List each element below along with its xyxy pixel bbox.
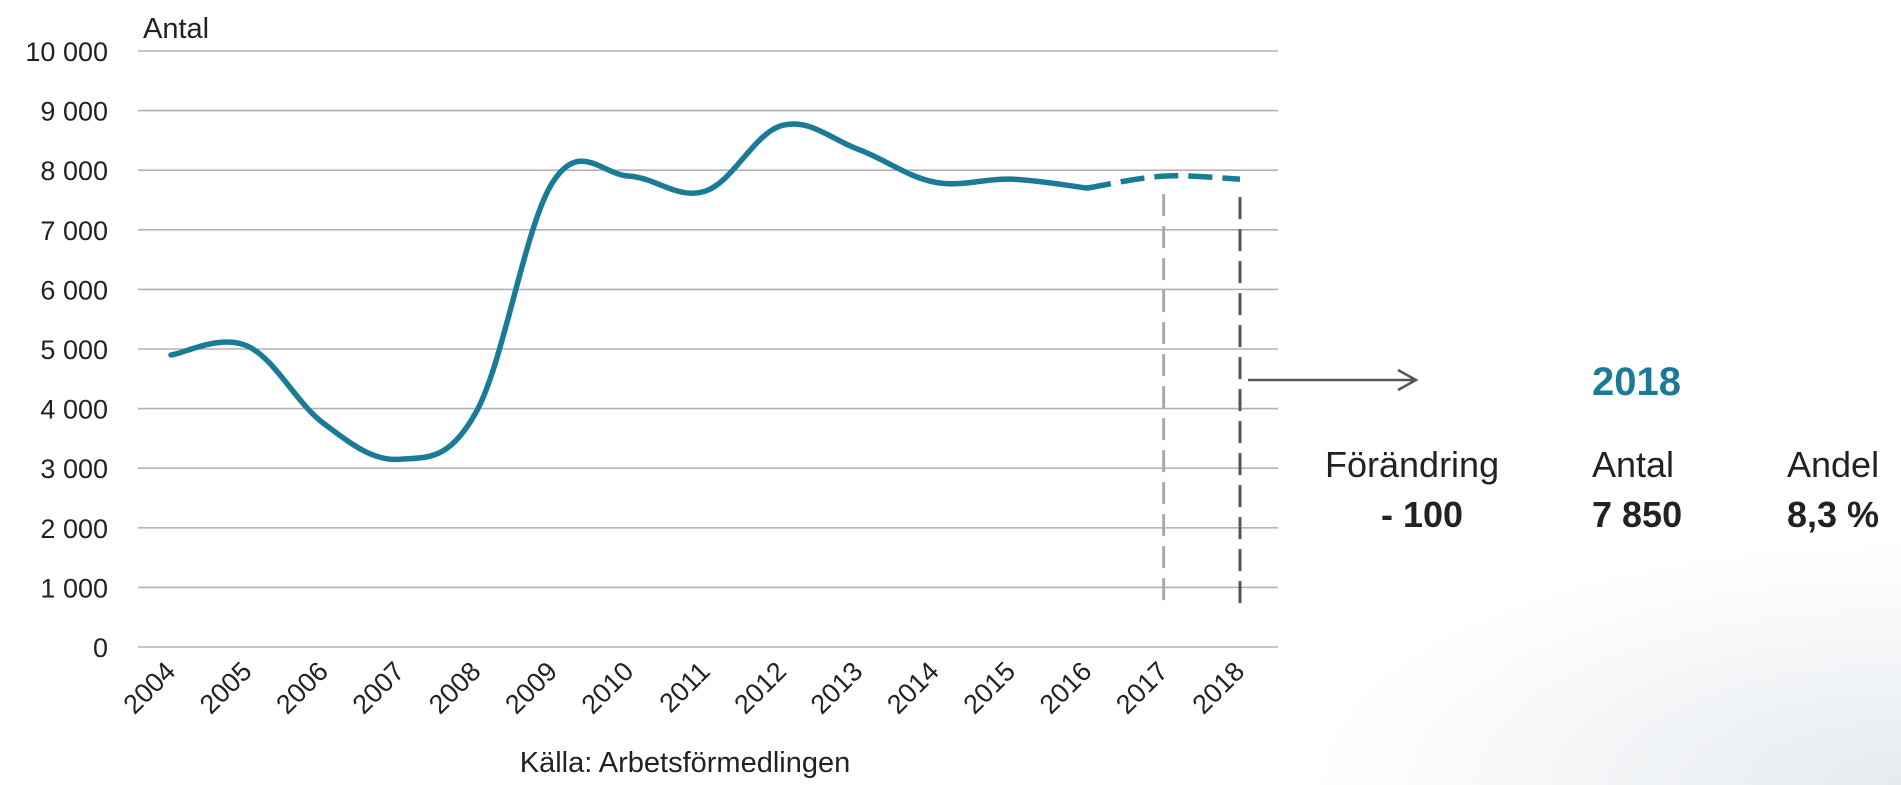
x-tick-label: 2016 (1034, 656, 1098, 720)
share-label: Andel (1787, 444, 1880, 485)
y-tick-label: 4 000 (40, 395, 108, 425)
source-note: Källa: Arbetsförmedlingen (520, 747, 850, 779)
x-tick-label: 2012 (728, 656, 792, 720)
y-tick-label: 9 000 (40, 97, 108, 127)
y-tick-label: 2 000 (40, 514, 108, 544)
x-tick-label: 2006 (270, 656, 334, 720)
x-tick-label: 2017 (1110, 656, 1174, 720)
x-tick-label: 2007 (347, 656, 411, 720)
x-tick-label: 2013 (805, 656, 869, 720)
highlight-arrow-head (1397, 368, 1419, 392)
x-axis-ticks: 2004 2005 2006 2007 2008 2009 2010 2011 2012 2013… (118, 656, 1251, 720)
y-tick-label: 5 000 (40, 335, 108, 365)
y-axis-ticks: 0 1 000 2 000 3 000 4 000 5 000 6 000 7 000 8 00… (25, 37, 108, 663)
x-tick-label: 2004 (118, 656, 182, 720)
y-axis-label: Antal (143, 13, 209, 45)
share-value: 8,3 % (1787, 494, 1880, 535)
grid-lines (138, 50, 1278, 648)
series-line (168, 121, 1241, 463)
x-tick-label: 2005 (194, 656, 258, 720)
y-tick-label: 1 000 (40, 573, 108, 603)
x-tick-label: 2014 (881, 656, 945, 720)
x-tick-label: 2011 (653, 656, 715, 718)
count-value: 7 850 (1592, 494, 1683, 535)
y-tick-label: 7 000 (40, 216, 108, 246)
x-tick-label: 2010 (576, 656, 640, 720)
highlight-year: 2018 (1592, 360, 1681, 404)
x-tick-label: 2015 (957, 656, 1021, 720)
x-tick-label: 2009 (499, 656, 563, 720)
y-tick-label: 6 000 (40, 275, 108, 305)
change-value: - 100 (1381, 494, 1464, 535)
year-marker-lines (1162, 194, 1242, 612)
count-label: Antal (1592, 444, 1675, 485)
y-tick-label: 8 000 (40, 156, 108, 186)
y-tick-label: 10 000 (25, 37, 108, 67)
x-tick-label: 2018 (1187, 656, 1251, 720)
change-label: Förändring (1325, 444, 1500, 485)
series-line-forecast (1086, 173, 1241, 191)
y-tick-label: 3 000 (40, 454, 108, 484)
x-tick-label: 2008 (423, 656, 487, 720)
y-tick-label: 0 (93, 633, 108, 663)
